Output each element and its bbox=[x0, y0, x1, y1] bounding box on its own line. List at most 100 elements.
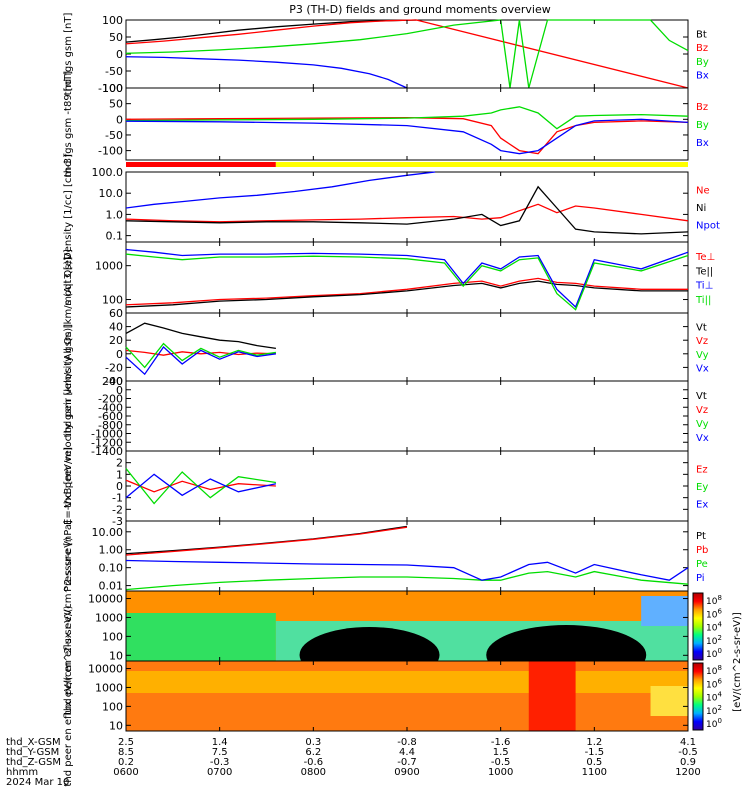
legend-entry: Bz bbox=[696, 102, 708, 113]
y-tick-label: 10000 bbox=[88, 593, 123, 606]
y-axis-label: thd fgs gsm [nT] bbox=[63, 13, 74, 96]
series-line-By bbox=[125, 19, 689, 89]
legend-entry: Vy bbox=[696, 419, 709, 430]
y-tick-label: 40 bbox=[109, 321, 123, 334]
y-tick-label: -800 bbox=[98, 419, 123, 432]
ephemeris-value: 7.5 bbox=[212, 747, 228, 758]
spectrogram-band bbox=[641, 596, 688, 626]
y-tick-label: 100 bbox=[102, 700, 123, 713]
y-tick-label: -200 bbox=[98, 393, 123, 406]
panel-8: 10.00 1.00 0.10 0.01 Pressure [nPa] Pt Pb Pe Pi bbox=[63, 520, 708, 593]
panel-2: 100 50 0 -50 -100 thd fgs gsm -t89 [nT] Bz By Bx bbox=[63, 71, 709, 177]
colorbar-tick-label: 102 bbox=[706, 634, 722, 647]
y-tick-label: 1.00 bbox=[99, 544, 124, 557]
ephemeris-value: 2.5 bbox=[118, 737, 134, 748]
y-tick-label: -1200 bbox=[91, 436, 123, 449]
status-bar-yellow bbox=[275, 162, 688, 167]
y-tick-label: -100 bbox=[98, 82, 123, 95]
ephemeris-value: 8.5 bbox=[118, 747, 134, 758]
series-line-Ne bbox=[125, 203, 689, 223]
panel-frame bbox=[125, 450, 689, 522]
y-tick-label: 0 bbox=[116, 113, 123, 126]
series-line-Ez bbox=[125, 479, 276, 493]
panel-frame bbox=[125, 171, 689, 243]
y-tick-label: 1000 bbox=[95, 611, 123, 624]
ephemeris-row-label: thd_Z-GSM bbox=[6, 757, 61, 768]
ephemeris-value: -0.5 bbox=[491, 757, 511, 768]
y-tick-label: 1 bbox=[116, 468, 123, 481]
y-tick-label: 0.1 bbox=[106, 230, 124, 243]
y-tick-label: 100 bbox=[102, 630, 123, 643]
series-line-Ex bbox=[125, 473, 277, 499]
y-tick-label: 50 bbox=[109, 31, 123, 44]
ephemeris-value: -1.5 bbox=[585, 747, 605, 758]
legend-entry: Vx bbox=[696, 433, 709, 444]
y-axis-label: thd peer en eflux eV/(cm^2-s-sr-eV) bbox=[63, 605, 74, 786]
legend-entry: Bx bbox=[696, 70, 709, 81]
y-tick-label: -3 bbox=[112, 515, 123, 528]
legend-entry: Vt bbox=[696, 323, 707, 334]
y-tick-label: 0 bbox=[116, 348, 123, 361]
legend-entry: Pt bbox=[696, 531, 706, 542]
panel-4: 1000 100 moqt3 [eV] Te⊥ Te|| Ti⊥ Ti|| bbox=[63, 241, 715, 314]
y-tick-label: -1000 bbox=[91, 428, 123, 441]
legend-entry: Pe bbox=[696, 559, 708, 570]
ephemeris-value: 0600 bbox=[113, 767, 138, 778]
colorbar bbox=[692, 662, 704, 731]
spectrogram-band bbox=[528, 661, 576, 731]
y-tick-label: 10 bbox=[109, 649, 123, 662]
y-axis-label: thd peir en eflux eV/(cm^2-s-sr-eV) bbox=[63, 537, 74, 715]
ephemeris-value: 0.9 bbox=[680, 757, 696, 768]
legend-entry: Vy bbox=[696, 350, 709, 361]
ephemeris-value: -0.7 bbox=[397, 757, 417, 768]
ephemeris-value: 0.2 bbox=[118, 757, 134, 768]
ephemeris-value: 0900 bbox=[394, 767, 419, 778]
ephemeris-value: 6.2 bbox=[305, 747, 321, 758]
y-tick-label: 100 bbox=[102, 294, 123, 307]
colorbar-label: [eV/(cm^2-s-sr-eV)] bbox=[732, 612, 743, 712]
ephemeris-value: -0.8 bbox=[397, 737, 417, 748]
x-axis-labels: thd_X-GSM 2.5 1.4 0.3 -0.8 -1.6 1.2 4.1 thd_Y-GS… bbox=[6, 737, 701, 788]
colorbar-tick-label: 108 bbox=[706, 594, 722, 607]
y-tick-label: 100 bbox=[102, 14, 123, 27]
y-tick-label: 2 bbox=[116, 457, 123, 470]
ephemeris-value: 1.2 bbox=[586, 737, 602, 748]
y-tick-label: -600 bbox=[98, 410, 123, 423]
y-tick-label: 50 bbox=[109, 98, 123, 111]
y-tick-label: 0 bbox=[116, 480, 123, 493]
y-axis-label: Pressure [nPa] bbox=[63, 520, 74, 592]
panel-frame bbox=[125, 19, 689, 89]
legend-entry: Bx bbox=[696, 138, 709, 149]
series-line-Te|| bbox=[125, 280, 688, 308]
colorbar-tick-label: 108 bbox=[706, 664, 722, 677]
y-tick-label: -50 bbox=[105, 65, 123, 78]
y-tick-label: 20 bbox=[109, 334, 123, 347]
legend-entry: Ne bbox=[696, 186, 710, 197]
series-line-Bz bbox=[125, 19, 689, 89]
series-line-Te⊥ bbox=[125, 277, 688, 306]
legend-entry: Ti⊥ bbox=[695, 281, 713, 292]
ephemeris-value: 4.1 bbox=[680, 737, 696, 748]
series-line-Bx bbox=[125, 118, 689, 155]
y-axis-label: thd fgs gsm -t89 [nT] bbox=[63, 71, 74, 177]
series-line-Ey bbox=[125, 468, 276, 505]
ephemeris-value: 1.5 bbox=[493, 747, 509, 758]
series-line-Vx bbox=[125, 346, 276, 376]
y-tick-label: 200 bbox=[102, 375, 123, 388]
y-tick-label: 1000 bbox=[95, 681, 123, 694]
ephemeris-value: -0.3 bbox=[210, 757, 230, 768]
y-tick-label: -40 bbox=[105, 375, 123, 388]
spectrogram-band bbox=[126, 613, 276, 661]
legend-entry: By bbox=[696, 120, 709, 131]
y-tick-label: 10000 bbox=[88, 663, 123, 676]
series-line-Pt bbox=[125, 525, 408, 555]
ephemeris-value: 4.4 bbox=[399, 747, 415, 758]
panel-9: 10000 1000 100 10 thd peir en eflux eV/(cm^2… bbox=[63, 537, 689, 715]
ephemeris-row-label: hhmm bbox=[6, 767, 38, 778]
y-tick-label: 100 bbox=[102, 82, 123, 95]
legend-entry: By bbox=[696, 57, 709, 68]
panel-7: 210-1-2-3 E=-VxB [mV/m] Ez Ey Ex bbox=[63, 447, 708, 528]
ephemeris-value: -0.6 bbox=[304, 757, 324, 768]
panel-10: 10000 1000 100 10 thd peer en eflux eV/(cm^2… bbox=[63, 605, 689, 787]
